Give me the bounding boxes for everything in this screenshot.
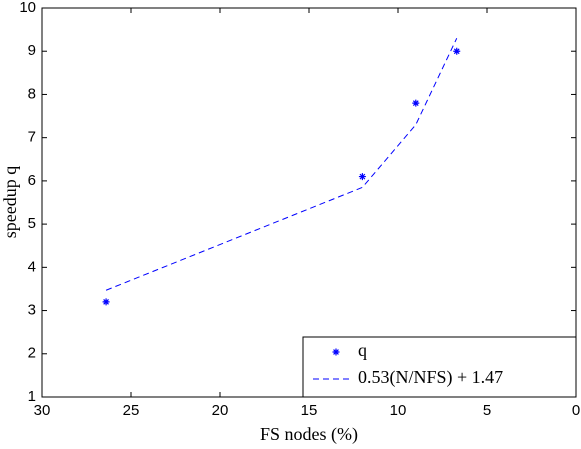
legend-label: 0.53(N/NFS) + 1.47: [358, 367, 503, 388]
x-tick-label: 10: [390, 402, 407, 419]
data-point: [412, 99, 420, 107]
x-tick-label: 20: [212, 402, 229, 419]
y-tick-label: 7: [28, 129, 36, 146]
fit-line: [105, 38, 458, 291]
x-tick-label: 0: [572, 402, 580, 419]
y-tick-label: 9: [28, 42, 36, 59]
y-tick-label: 2: [28, 345, 36, 362]
x-tick-label: 25: [123, 402, 140, 419]
x-tick-label: 30: [34, 402, 51, 419]
y-tick-label: 10: [19, 0, 36, 16]
y-tick-label: 6: [28, 172, 36, 189]
legend-marker: [332, 348, 340, 356]
y-tick-label: 1: [28, 388, 36, 405]
y-axis-label: speedup q: [0, 166, 20, 238]
y-tick-label: 3: [28, 302, 36, 319]
data-point: [358, 173, 366, 181]
x-tick-label: 15: [301, 402, 318, 419]
legend-box: [302, 336, 577, 398]
data-point: [102, 298, 110, 306]
x-axis-label: FS nodes (%): [260, 424, 358, 445]
data-point: [453, 47, 461, 55]
y-tick-label: 4: [28, 258, 36, 275]
x-tick-label: 5: [483, 402, 491, 419]
y-tick-label: 5: [28, 215, 36, 232]
legend-label: q: [358, 340, 367, 360]
y-tick-label: 8: [28, 85, 36, 102]
